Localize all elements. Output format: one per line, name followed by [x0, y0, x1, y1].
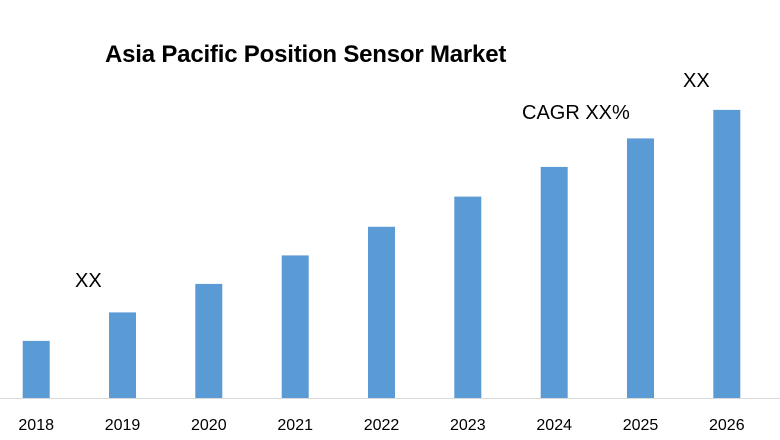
x-tick-label-2019: 2019: [105, 417, 141, 434]
x-tick-labels: 2018 2019 2020 2021 2022 2023 2024 2025 2026: [18, 417, 744, 434]
x-tick-label-2025: 2025: [623, 417, 659, 434]
chart-title: Asia Pacific Position Sensor Market: [105, 41, 507, 68]
x-tick-label-2024: 2024: [536, 417, 572, 434]
bar-2025: [627, 138, 654, 398]
bar-2026: [713, 109, 741, 399]
bar-2024: [540, 166, 568, 398]
x-tick-label-2020: 2020: [191, 417, 227, 434]
bar-2022: [368, 226, 395, 398]
bar-2023: [454, 196, 482, 398]
bar-2019: [109, 312, 136, 398]
annotation-2026-value: XX: [683, 70, 710, 92]
x-tick-label-2026: 2026: [709, 417, 745, 434]
x-tick-label-2021: 2021: [277, 417, 313, 434]
bars-layer: [22, 109, 741, 399]
bar-2018: [22, 340, 50, 398]
annotation-2019-value: XX: [75, 270, 102, 292]
x-tick-label-2018: 2018: [18, 417, 54, 434]
bar-2020: [195, 283, 223, 398]
bar-2021: [281, 255, 309, 398]
x-tick-label-2022: 2022: [364, 417, 400, 434]
annotation-cagr: CAGR XX%: [522, 102, 630, 124]
x-tick-label-2023: 2023: [450, 417, 486, 434]
